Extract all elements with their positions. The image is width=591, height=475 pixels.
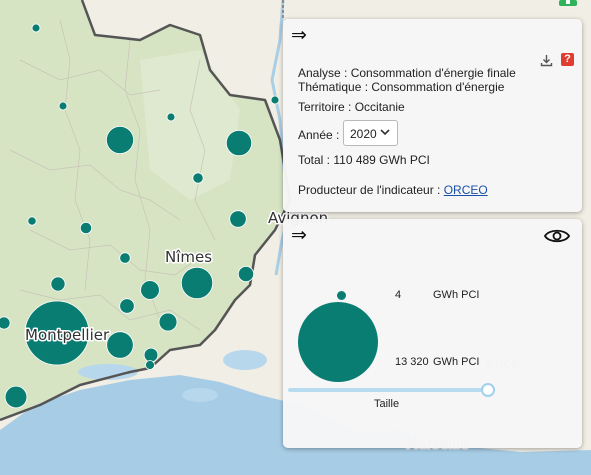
year-select-value: 2020 [350, 127, 377, 141]
lagoon [78, 364, 138, 380]
territory-circle[interactable] [106, 331, 134, 359]
annee-label: Année : [298, 128, 340, 142]
legend-max-number: 13 320 [395, 356, 429, 368]
producteur-label: Producteur de l'indicateur : [298, 183, 444, 197]
total-value: 110 489 GWh PCI [333, 153, 430, 167]
size-slider-track[interactable] [288, 388, 490, 392]
collapse-arrow-icon[interactable]: ⇒ [291, 24, 307, 46]
territoire-line: Territoire : Occitanie [298, 100, 405, 114]
legend-panel: ⇒ 4 GWh PCI 13 320 GWh PCI Taille [283, 219, 582, 448]
city-label: Montpellier [25, 326, 110, 344]
size-slider-handle[interactable] [481, 383, 495, 397]
legend-max-circle [298, 302, 378, 382]
territory-circle[interactable] [158, 312, 178, 332]
territoire-value: Occitanie [354, 100, 405, 114]
territory-circle[interactable] [31, 23, 41, 33]
territoire-label: Territoire : [298, 100, 355, 114]
eye-icon[interactable] [544, 227, 570, 245]
corner-control-icon[interactable] [557, 0, 579, 7]
territory-circle[interactable] [58, 101, 68, 111]
legend-min-circle [337, 291, 346, 300]
orceo-link[interactable]: ORCEO [443, 183, 488, 197]
territory-circle[interactable] [225, 129, 253, 157]
territory-circle[interactable] [24, 300, 90, 366]
territory-circle[interactable] [143, 347, 159, 363]
info-panel: ⇒ ? Analyse : Consommation d'énergie fin… [283, 19, 582, 212]
analyse-value: Consommation d'énergie finale [350, 66, 516, 80]
thematique-line: Thématique : Consommation d'énergie [298, 80, 504, 94]
download-icon[interactable] [540, 54, 553, 67]
collapse-arrow-icon[interactable]: ⇒ [291, 224, 307, 246]
analyse-label: Analyse : [298, 66, 351, 80]
analyse-line: Analyse : Consommation d'énergie finale [298, 66, 516, 80]
territory-circle[interactable] [4, 385, 28, 409]
territory-circle[interactable] [192, 172, 204, 184]
region-lighter [140, 50, 240, 200]
year-select[interactable]: 2020 [343, 120, 398, 146]
legend-max-unit: GWh PCI [433, 356, 480, 368]
total-line: Total : 110 489 GWh PCI [298, 153, 430, 167]
territory-circle[interactable] [145, 360, 155, 370]
chevron-down-icon [380, 129, 390, 136]
lagoon [223, 350, 267, 370]
territory-circle[interactable] [119, 298, 135, 314]
territory-circle[interactable] [50, 276, 66, 292]
legend-min-number: 4 [395, 289, 402, 301]
lagoon [182, 388, 218, 402]
territory-circle[interactable] [166, 112, 176, 122]
territory-circle[interactable] [119, 252, 131, 264]
help-icon[interactable]: ? [561, 53, 574, 66]
city-label: Nîmes [165, 248, 212, 266]
territory-circle[interactable] [106, 126, 135, 155]
territory-circle[interactable] [180, 266, 214, 300]
territory-circle[interactable] [140, 280, 160, 300]
thematique-label: Thématique : [298, 80, 372, 94]
total-label: Total : [298, 153, 334, 167]
territory-circle[interactable] [0, 316, 11, 330]
region-outline [0, 0, 292, 422]
legend-min-unit: GWh PCI [433, 289, 480, 301]
territory-circle[interactable] [237, 265, 255, 283]
size-slider-label: Taille [374, 398, 400, 410]
territory-circle[interactable] [270, 95, 280, 105]
legend-max-value: 13 320 GWh PCI [395, 356, 479, 368]
territory-circle[interactable] [79, 221, 93, 235]
territory-circle[interactable] [27, 216, 37, 226]
thematique-value: Consommation d'énergie [371, 80, 505, 94]
producteur-line: Producteur de l'indicateur : ORCEO [298, 183, 488, 197]
legend-min-value: 4 GWh PCI [395, 289, 479, 301]
territory-circle[interactable] [229, 210, 247, 228]
